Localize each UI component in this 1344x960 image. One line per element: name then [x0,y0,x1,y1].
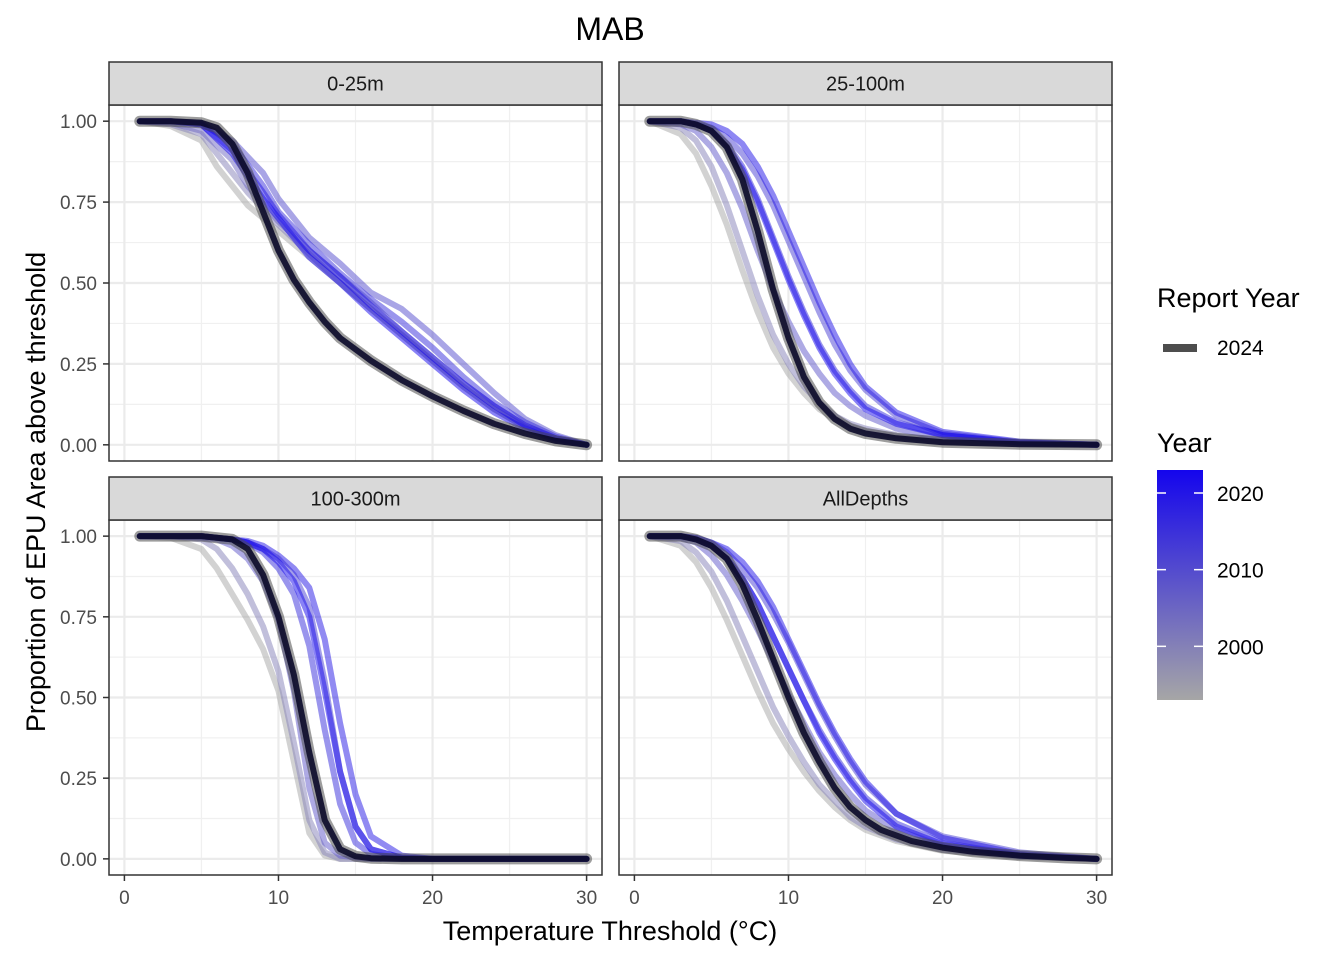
x-tick-label: 30 [1086,888,1107,909]
panel-0-25m: 0-25m 0.00 0.25 0.50 0.75 1.00 [60,61,603,462]
y-tick-label: 0.50 [60,689,97,710]
x-axis-title: Temperature Threshold (°C) [443,916,777,946]
y-tick-label: 0.25 [60,355,97,376]
year-colorbar [1157,470,1203,700]
facet-label-25-100m: 25-100m [826,74,905,96]
panel-100-300m: 100-300m 0.00 0.25 0.50 0.75 1.00 0 10 20 30 [60,476,603,909]
facet-strip [108,61,603,106]
legend-title-year: Year [1157,428,1212,458]
y-tick-label: 0.00 [60,436,97,457]
facet-panels: 0-25m 0.00 0.25 0.50 0.75 1.00 25-100m 100-300m… [60,61,1113,909]
facet-strip [618,476,1113,521]
legend-title-report-year: Report Year [1157,283,1300,313]
y-tick-label: 0.00 [60,850,97,871]
report-year-series-line-2024 [136,118,590,448]
y-tick-label: 0.25 [60,769,97,790]
panel-25-100m: 25-100m [618,61,1113,462]
x-tick-label: 30 [576,888,597,909]
colorbar-label-2020: 2020 [1217,483,1264,506]
y-tick-label: 1.00 [60,527,97,548]
colorbar-label-2010: 2010 [1217,560,1264,583]
x-tick-label: 10 [778,888,799,909]
facet-strip [618,61,1113,106]
colorbar-label-2000: 2000 [1217,636,1264,659]
report-year-series-line-2024 [136,533,590,862]
y-tick-label: 1.00 [60,112,97,133]
y-tick-label: 0.75 [60,608,97,629]
year-colorbar-ticks: 2020 2010 2000 [1157,483,1264,659]
x-tick-label: 20 [422,888,443,909]
year-series-line-2023 [136,118,590,448]
chart-title: MAB [575,11,644,47]
facet-label-0-25m: 0-25m [327,74,384,96]
x-tick-label: 10 [268,888,289,909]
x-tick-label: 20 [932,888,953,909]
facet-strip [108,476,603,521]
y-tick-label: 0.75 [60,193,97,214]
year-series-line-2008 [646,118,1100,448]
x-tick-label: 0 [629,888,640,909]
legend: Report Year 2024 Year 2020 2010 2000 [1157,283,1300,700]
facet-label-100-300m: 100-300m [310,489,400,511]
panel-alldepths: AllDepths 0 10 20 30 [618,476,1113,909]
y-tick-label: 0.50 [60,274,97,295]
report-year-series-line-2024 [646,533,1100,862]
x-tick-label: 0 [119,888,130,909]
report-year-series-line-2024 [646,118,1100,448]
y-axis-title: Proportion of EPU Area above threshold [21,252,51,732]
legend-label-report-year: 2024 [1217,337,1264,360]
facet-label-alldepths: AllDepths [823,489,909,511]
